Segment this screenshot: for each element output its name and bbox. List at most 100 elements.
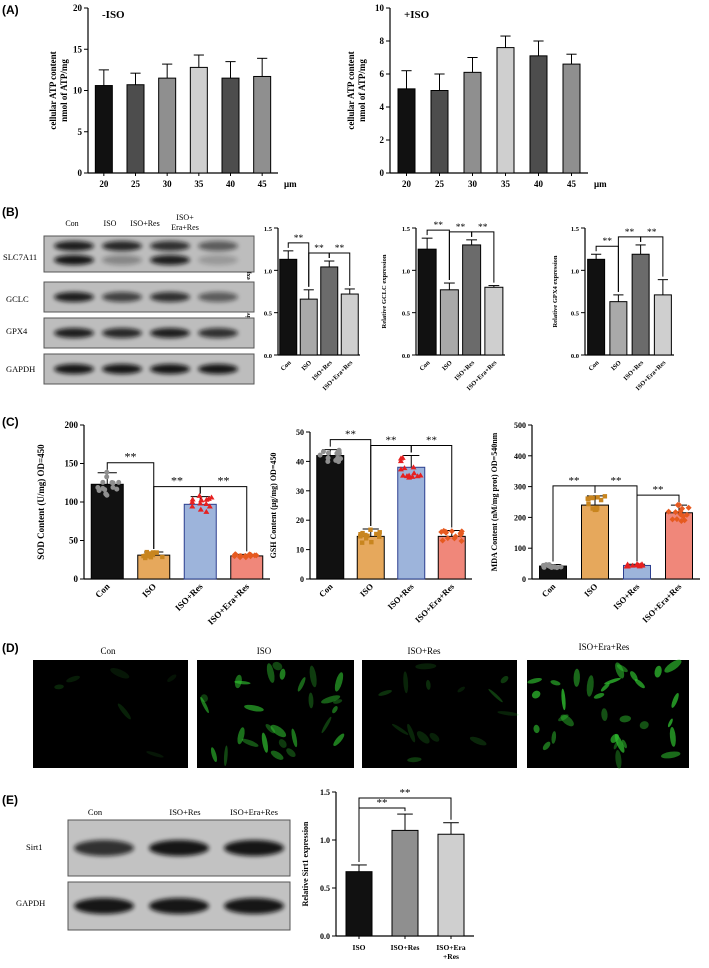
y-tick-label: 0 xyxy=(78,168,83,178)
blot-band xyxy=(149,840,209,856)
blot-band xyxy=(54,364,94,374)
chart-title: -ISO xyxy=(102,9,125,21)
data-point xyxy=(251,552,258,559)
y-tick-label: 0.5 xyxy=(571,311,580,318)
fluorescent-cell xyxy=(429,732,440,742)
data-point xyxy=(629,562,636,568)
bar xyxy=(316,455,345,580)
blot-band xyxy=(198,241,238,251)
fluorescent-cell xyxy=(223,745,228,767)
blot-e-lane-con: Con xyxy=(88,807,103,817)
fluorescent-cell xyxy=(407,757,422,763)
data-point xyxy=(448,528,455,535)
data-point xyxy=(400,472,407,478)
fluorescent-cell xyxy=(654,665,662,678)
fluorescent-cell xyxy=(321,716,332,734)
fluorescent-cell xyxy=(265,724,276,734)
significance-marker: ** xyxy=(426,435,437,447)
data-point xyxy=(196,492,203,498)
data-point xyxy=(685,504,692,511)
fluorescent-cell xyxy=(667,718,673,728)
x-tick-label: Con xyxy=(587,359,600,372)
significance-marker: ** xyxy=(625,228,635,238)
data-point xyxy=(237,552,244,559)
bar xyxy=(562,63,581,174)
y-tick-label: 5 xyxy=(78,127,83,137)
y-tick-label: 10 xyxy=(296,546,304,555)
significance-marker: ** xyxy=(400,787,411,799)
data-point xyxy=(665,508,672,515)
data-point xyxy=(554,565,560,571)
y-axis-label: Relative Sirt1 expression xyxy=(301,821,310,906)
data-point xyxy=(338,456,344,462)
y-tick-label: 1.0 xyxy=(402,268,410,275)
data-point xyxy=(674,501,681,508)
fluorescent-cell xyxy=(332,706,338,714)
data-point xyxy=(681,517,688,524)
data-point xyxy=(189,503,196,509)
fluorescent-cell xyxy=(593,693,605,699)
bar xyxy=(221,77,240,174)
data-point xyxy=(397,455,404,461)
bar xyxy=(189,66,208,174)
data-point xyxy=(146,551,152,556)
fluorescent-cell xyxy=(639,721,649,730)
x-tick-label: 40 xyxy=(226,179,236,189)
y-axis-label: GSH Content (μg/mg) OD=450 xyxy=(269,453,278,559)
data-point xyxy=(364,536,369,541)
bar xyxy=(253,75,272,174)
x-tick-label: ISO+Res xyxy=(391,943,420,952)
blot-band xyxy=(198,292,238,302)
blot-b-lane-con: Con xyxy=(65,219,78,228)
y-axis-label-line: nmol of ATP/mg xyxy=(59,59,69,122)
y-tick-label: 1.5 xyxy=(571,226,580,233)
significance-marker: ** xyxy=(647,228,657,238)
panel-label-e: (E) xyxy=(2,793,18,807)
y-tick-label: 0 xyxy=(300,575,304,584)
data-point xyxy=(669,516,676,523)
y-axis-label-line: nmol of ATP/mg xyxy=(357,59,367,122)
blot-b-row-gclc: GCLC xyxy=(6,294,29,304)
data-point xyxy=(634,562,641,568)
y-tick-label: 8 xyxy=(380,36,385,46)
blot-b-row-gpx4: GPX4 xyxy=(6,326,28,336)
x-unit-label: μm xyxy=(594,179,607,189)
data-point xyxy=(586,501,591,507)
significance-marker: ** xyxy=(218,474,230,488)
data-point xyxy=(377,534,382,539)
data-point xyxy=(189,496,196,502)
fluorescent-cell xyxy=(279,668,286,680)
blot-e-row-gapdh: GAPDH xyxy=(16,898,45,908)
bar xyxy=(230,555,264,580)
bar xyxy=(665,512,693,580)
data-point xyxy=(203,508,210,514)
blot-band xyxy=(74,840,134,856)
bar xyxy=(484,286,504,356)
significance-bracket xyxy=(640,236,664,277)
fluorescent-cell xyxy=(527,677,542,684)
blot-band xyxy=(102,364,142,374)
fluorescent-cell xyxy=(416,731,430,744)
fluorescent-cell xyxy=(601,708,608,721)
y-tick-label: 0.0 xyxy=(264,353,272,360)
data-point xyxy=(359,540,365,545)
fluorescent-cell xyxy=(415,663,437,670)
x-tick-label: ISO xyxy=(610,359,623,372)
blot-b-lane-iso-era-res-2: Era+Res xyxy=(171,223,199,232)
y-tick-label: 1.5 xyxy=(264,226,273,233)
blot-band xyxy=(150,328,190,338)
fluorescent-cell xyxy=(241,738,259,747)
blot-band xyxy=(149,898,209,914)
fluorescent-cell xyxy=(54,684,64,690)
significance-marker: ** xyxy=(345,429,356,441)
fluorescent-cell xyxy=(200,696,209,714)
fluorescent-cell xyxy=(531,690,541,699)
fluorescent-cell xyxy=(619,715,632,723)
x-tick-label: 40 xyxy=(534,179,544,189)
data-point xyxy=(595,495,600,500)
bar xyxy=(430,90,449,174)
significance-marker: ** xyxy=(314,244,324,254)
blot-b-lane-iso-res: ISO+Res xyxy=(130,219,159,228)
blot-band xyxy=(150,364,190,374)
data-point xyxy=(624,563,631,569)
